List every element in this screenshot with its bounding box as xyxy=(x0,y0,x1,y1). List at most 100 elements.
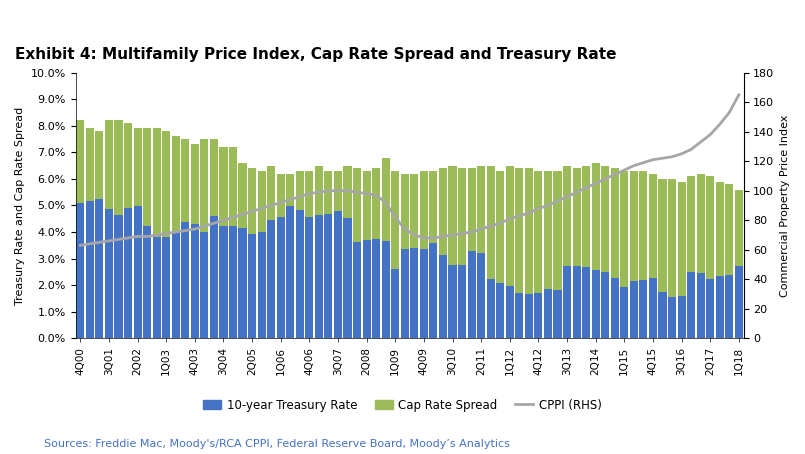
Bar xyxy=(582,166,590,267)
Bar xyxy=(506,286,514,338)
Bar xyxy=(382,158,390,241)
Bar xyxy=(181,222,189,338)
Bar xyxy=(315,215,323,338)
Bar xyxy=(344,218,352,338)
Bar xyxy=(716,182,724,276)
Bar xyxy=(334,171,342,211)
Bar xyxy=(725,184,733,275)
Bar xyxy=(639,280,647,338)
Bar xyxy=(248,168,256,234)
Bar xyxy=(735,189,743,266)
Bar xyxy=(124,208,132,338)
Bar xyxy=(382,241,390,338)
Bar xyxy=(535,171,543,292)
Bar xyxy=(458,265,466,338)
Bar xyxy=(324,171,332,214)
Bar xyxy=(401,173,409,249)
CPPI (RHS) xyxy=(76,242,85,248)
Bar xyxy=(696,273,704,338)
Bar xyxy=(506,166,514,286)
Bar xyxy=(649,278,657,338)
Bar xyxy=(687,176,696,272)
Bar xyxy=(105,120,113,209)
Bar xyxy=(563,266,571,338)
Bar xyxy=(678,296,686,338)
Text: Exhibit 4: Multifamily Price Index, Cap Rate Spread and Treasury Rate: Exhibit 4: Multifamily Price Index, Cap … xyxy=(15,47,617,62)
Bar xyxy=(620,287,629,338)
Bar xyxy=(220,226,228,338)
Bar xyxy=(267,166,275,220)
Bar xyxy=(295,171,303,210)
Bar xyxy=(353,168,361,242)
Bar xyxy=(153,128,161,237)
Bar xyxy=(391,171,399,269)
Bar xyxy=(411,248,419,338)
Bar xyxy=(315,166,323,215)
Bar xyxy=(468,168,476,252)
Bar xyxy=(668,179,676,297)
Bar xyxy=(391,269,399,338)
Bar xyxy=(171,232,180,338)
Bar xyxy=(229,226,237,338)
Bar xyxy=(305,171,313,217)
Bar xyxy=(200,232,208,338)
Bar xyxy=(324,214,332,338)
Bar xyxy=(411,173,419,248)
Bar xyxy=(582,267,590,338)
Bar xyxy=(181,139,189,222)
Bar xyxy=(95,131,104,199)
Bar xyxy=(515,168,523,292)
Bar xyxy=(95,199,104,338)
CPPI (RHS) xyxy=(228,215,237,220)
Bar xyxy=(277,217,285,338)
Bar xyxy=(334,211,342,338)
Bar xyxy=(191,144,199,224)
Bar xyxy=(153,237,161,338)
Bar xyxy=(525,295,533,338)
Bar xyxy=(124,123,132,208)
Bar xyxy=(105,209,113,338)
Bar xyxy=(515,292,523,338)
Bar xyxy=(258,232,266,338)
Bar xyxy=(572,266,580,338)
Bar xyxy=(706,176,714,278)
Bar xyxy=(76,120,85,202)
Bar xyxy=(544,171,552,289)
Bar xyxy=(114,120,122,214)
Bar xyxy=(678,182,686,296)
Bar xyxy=(287,206,295,338)
Bar xyxy=(611,168,619,278)
Bar xyxy=(639,171,647,280)
Bar xyxy=(258,171,266,232)
Bar xyxy=(344,166,352,218)
Bar xyxy=(277,173,285,217)
Bar xyxy=(229,147,237,226)
Bar xyxy=(563,166,571,266)
Bar xyxy=(630,171,638,281)
Bar xyxy=(171,136,180,232)
Bar xyxy=(630,281,638,338)
Bar xyxy=(620,171,629,287)
Bar xyxy=(487,279,495,338)
Line: CPPI (RHS): CPPI (RHS) xyxy=(80,95,739,245)
Bar xyxy=(210,139,218,217)
Bar xyxy=(496,171,504,283)
Bar xyxy=(439,168,447,256)
Bar xyxy=(305,217,313,338)
Bar xyxy=(477,253,485,338)
Bar xyxy=(458,168,466,265)
Bar xyxy=(696,173,704,273)
Bar xyxy=(448,265,456,338)
Bar xyxy=(706,278,714,338)
Bar xyxy=(134,128,142,206)
Y-axis label: Treasury Rate and Cap Rate Spread: Treasury Rate and Cap Rate Spread xyxy=(15,106,25,305)
Bar xyxy=(420,171,428,248)
Bar xyxy=(372,239,380,338)
Bar xyxy=(658,291,667,338)
Bar xyxy=(238,227,246,338)
Bar xyxy=(86,128,94,201)
Y-axis label: Commercial Property Price Index: Commercial Property Price Index xyxy=(780,114,790,296)
Bar xyxy=(76,202,85,338)
Bar xyxy=(553,171,562,291)
Bar xyxy=(143,128,151,226)
